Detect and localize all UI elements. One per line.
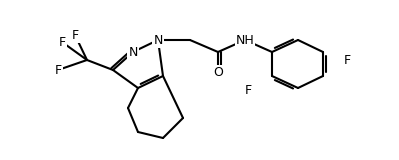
Text: O: O [213,65,223,79]
Text: N: N [153,33,163,47]
Text: F: F [58,36,65,48]
Text: F: F [71,28,79,41]
Text: F: F [344,53,351,67]
Text: NH: NH [236,33,255,47]
Text: F: F [245,84,251,96]
Text: N: N [128,45,138,59]
Text: F: F [54,64,61,76]
